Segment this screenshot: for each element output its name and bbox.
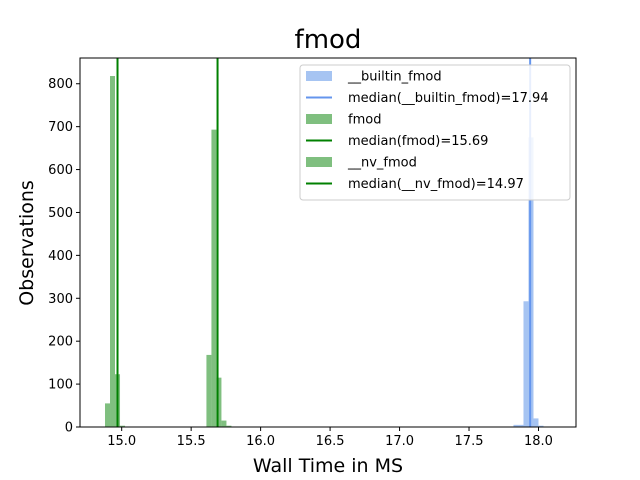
y-axis-ticks: 0 100 200 300 400 500 600 700 800 xyxy=(48,77,80,436)
bar-fmod-2 xyxy=(216,377,222,427)
legend-patch xyxy=(306,114,332,124)
legend-label: fmod xyxy=(348,113,381,128)
bar-fmod-1 xyxy=(211,129,217,427)
bar-fmod-0 xyxy=(206,354,212,427)
x-axis-label: Wall Time in MS xyxy=(253,455,403,477)
x-tick-label: 16.5 xyxy=(316,434,345,449)
y-tick-label: 0 xyxy=(65,421,73,436)
bar-builtinfmod-0 xyxy=(513,424,519,427)
bar-builtinfmod-2 xyxy=(523,301,529,427)
bar-builtinfmod-4 xyxy=(533,418,539,427)
y-tick-label: 400 xyxy=(48,249,73,264)
bar-nvfmod-1 xyxy=(110,76,116,427)
legend: __builtin_fmod median(__builtin_fmod)=17.… xyxy=(299,64,571,201)
bar-nvfmod-0 xyxy=(105,403,111,427)
legend-patch xyxy=(306,157,332,167)
legend-label: __builtin_fmod xyxy=(347,70,442,85)
legend-box xyxy=(299,64,571,201)
y-tick-label: 600 xyxy=(48,163,73,178)
y-tick-label: 200 xyxy=(48,335,73,350)
bar-builtinfmod-1 xyxy=(518,424,524,427)
legend-label: median(fmod)=15.69 xyxy=(348,134,488,149)
y-axis-label: Observations xyxy=(16,180,38,306)
bar-fmod-3 xyxy=(221,420,227,427)
y-tick-label: 500 xyxy=(48,206,73,221)
x-tick-label: 15.5 xyxy=(177,434,206,449)
legend-patch xyxy=(306,71,332,81)
plot-area-frame xyxy=(79,57,577,428)
y-tick-label: 800 xyxy=(48,77,73,92)
bar-nvfmod-3 xyxy=(120,425,126,427)
x-tick-label: 17.0 xyxy=(385,434,414,449)
x-tick-label: 17.5 xyxy=(455,434,484,449)
x-axis-ticks: 15.0 15.5 16.0 16.5 17.0 17.5 18.0 xyxy=(107,427,553,449)
y-tick-label: 100 xyxy=(48,378,73,393)
y-tick-label: 300 xyxy=(48,292,73,307)
x-tick-label: 15.0 xyxy=(107,434,136,449)
chart-title: fmod xyxy=(295,25,362,55)
legend-label: median(__builtin_fmod)=17.94 xyxy=(348,91,549,106)
x-tick-label: 16.0 xyxy=(246,434,275,449)
bar-builtinfmod-5 xyxy=(538,425,544,427)
bar-fmod-4 xyxy=(226,425,232,427)
y-tick-label: 700 xyxy=(48,120,73,135)
legend-label: median(__nv_fmod)=14.97 xyxy=(348,177,524,192)
x-tick-label: 18.0 xyxy=(524,434,553,449)
legend-label: __nv_fmod xyxy=(347,156,417,171)
